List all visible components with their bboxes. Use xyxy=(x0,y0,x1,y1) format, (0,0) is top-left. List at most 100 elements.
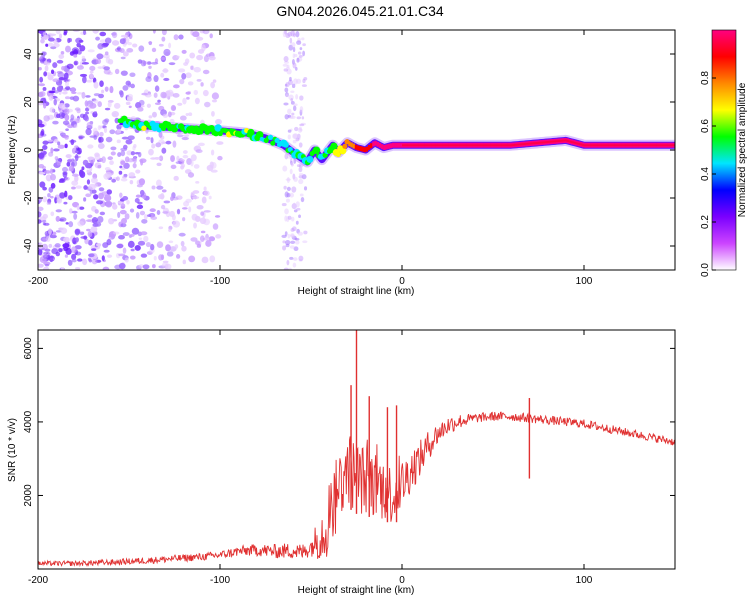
noise-speck xyxy=(65,45,71,53)
noise-speck xyxy=(56,59,64,64)
ridge-point xyxy=(367,144,371,150)
noise-speck xyxy=(127,42,133,46)
spectrogram-y-tick-label: 0 xyxy=(23,147,34,153)
noise-speck xyxy=(79,73,88,77)
noise-speck xyxy=(47,37,55,42)
noise-speck xyxy=(190,159,194,167)
noise-speck xyxy=(298,178,304,185)
noise-speck xyxy=(141,92,148,96)
noise-speck xyxy=(81,61,89,65)
noise-speck xyxy=(93,93,100,97)
noise-speck xyxy=(94,221,102,227)
noise-speck xyxy=(42,145,48,150)
ridge-point xyxy=(214,124,222,132)
noise-speck xyxy=(76,205,80,211)
noise-speck xyxy=(75,237,79,243)
noise-speck xyxy=(185,113,189,117)
noise-speck xyxy=(160,192,165,200)
noise-speck xyxy=(81,91,86,99)
noise-speck xyxy=(55,251,61,257)
noise-speck xyxy=(122,85,129,91)
ridge-point xyxy=(348,141,351,147)
ridge-point xyxy=(306,155,314,163)
noise-speck xyxy=(111,178,117,183)
noise-speck xyxy=(284,208,289,215)
noise-speck xyxy=(57,141,61,146)
noise-speck xyxy=(173,175,179,181)
noise-speck xyxy=(127,240,135,248)
noise-speck xyxy=(38,206,44,212)
noise-speck xyxy=(121,136,129,140)
spectrogram-y-label: Frequency (Hz) xyxy=(7,116,18,185)
noise-speck xyxy=(151,111,157,118)
noise-speck xyxy=(297,51,302,55)
noise-speck xyxy=(68,221,74,228)
noise-speck xyxy=(58,180,63,183)
noise-speck xyxy=(62,243,70,248)
noise-speck xyxy=(150,61,159,65)
noise-speck xyxy=(74,150,79,154)
noise-speck xyxy=(132,163,137,169)
noise-speck xyxy=(190,154,197,162)
noise-speck xyxy=(64,143,68,149)
noise-speck xyxy=(293,176,298,182)
snr-x-ticks: -200 -100 0 100 xyxy=(28,330,593,586)
noise-speck xyxy=(87,49,95,53)
noise-speck xyxy=(170,155,175,162)
noise-speck xyxy=(296,164,302,168)
noise-speck xyxy=(287,129,292,133)
noise-speck xyxy=(176,208,181,215)
noise-speck xyxy=(172,140,177,148)
noise-speck xyxy=(135,102,142,109)
noise-speck xyxy=(122,51,129,57)
noise-speck xyxy=(128,172,136,178)
noise-speck xyxy=(58,77,66,81)
noise-speck xyxy=(81,166,85,171)
ridge-point xyxy=(378,142,382,148)
noise-speck xyxy=(163,77,170,81)
noise-speck xyxy=(64,103,70,108)
noise-speck xyxy=(55,209,63,213)
noise-speck xyxy=(65,96,71,100)
noise-speck xyxy=(150,243,155,251)
snr-panel: -200 -100 0 100 2000 4000 6000 Height of stra… xyxy=(7,329,676,596)
noise-speck xyxy=(112,203,118,210)
noise-speck xyxy=(165,140,172,145)
noise-speck xyxy=(65,86,71,91)
snr-y-tick-label: 2000 xyxy=(23,484,34,507)
noise-speck xyxy=(299,193,304,197)
snr-marks xyxy=(38,330,675,567)
noise-speck xyxy=(120,150,126,157)
noise-speck xyxy=(170,164,177,170)
noise-speck xyxy=(66,63,74,70)
noise-speck xyxy=(60,267,65,270)
noise-speck xyxy=(75,267,81,270)
noise-speck xyxy=(199,235,205,242)
noise-speck xyxy=(122,175,127,179)
noise-speck xyxy=(283,185,287,190)
noise-speck xyxy=(69,139,77,143)
noise-speck xyxy=(292,257,298,261)
noise-speck xyxy=(148,41,153,44)
noise-speck xyxy=(93,134,98,140)
noise-speck xyxy=(286,186,291,191)
noise-speck xyxy=(89,65,96,71)
noise-speck xyxy=(295,31,300,38)
noise-speck xyxy=(71,259,77,263)
noise-speck xyxy=(85,219,92,223)
noise-speck xyxy=(53,98,57,106)
noise-speck xyxy=(64,176,70,181)
noise-speck xyxy=(289,245,295,249)
noise-speck xyxy=(181,245,187,252)
noise-speck xyxy=(298,175,304,179)
noise-speck xyxy=(104,107,111,111)
noise-speck xyxy=(47,42,54,47)
noise-speck xyxy=(194,97,200,105)
noise-speck xyxy=(200,82,204,87)
noise-speck xyxy=(49,168,54,175)
noise-speck xyxy=(54,194,60,199)
noise-speck xyxy=(95,58,102,64)
noise-speck xyxy=(40,128,45,136)
noise-speck xyxy=(90,225,98,233)
spectrogram-x-tick-label: -100 xyxy=(210,276,230,287)
